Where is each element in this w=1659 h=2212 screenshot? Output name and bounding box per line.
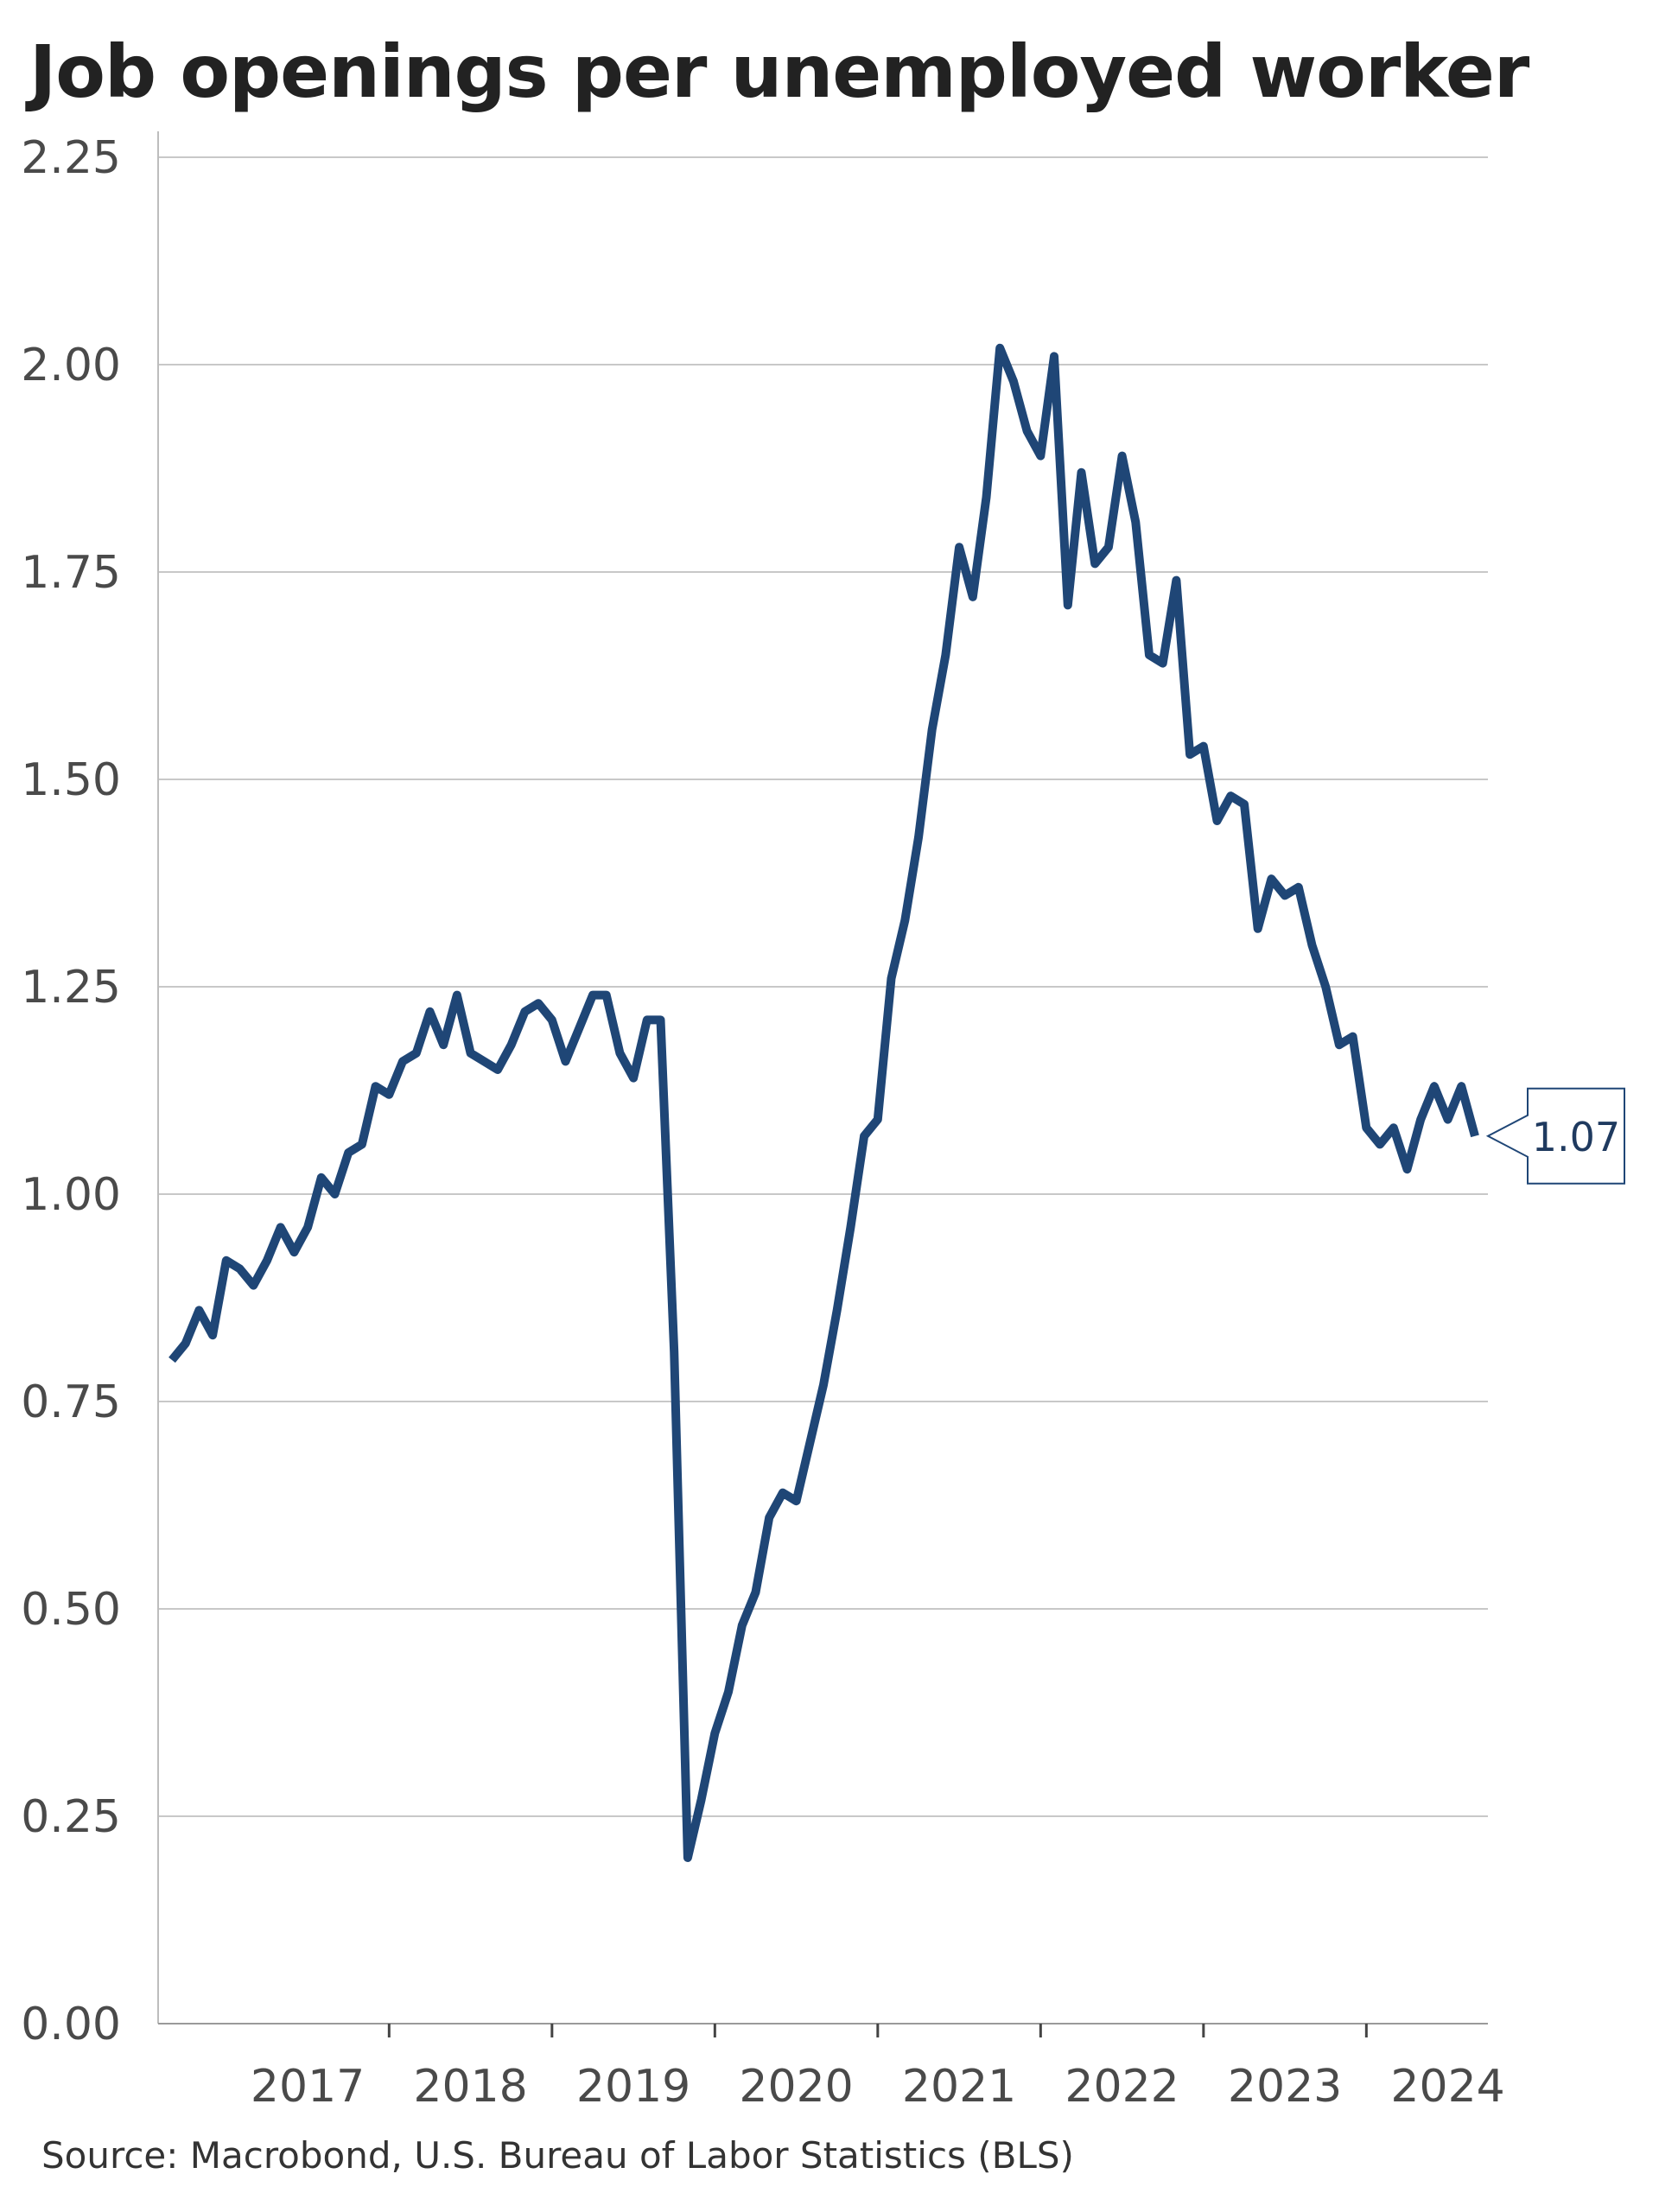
- y-tick-label: 1.75: [21, 547, 121, 599]
- y-tick-label: 2.25: [21, 132, 121, 184]
- chart-title: Job openings per unemployed worker: [29, 29, 1529, 114]
- x-tick-label: 2018: [413, 2061, 527, 2113]
- y-tick-label: 1.50: [21, 754, 121, 806]
- x-tick-label: 2017: [251, 2061, 365, 2113]
- y-tick-labels: 0.00 0.25 0.50 0.75 1.00 1.25 1.50 1.75 2.00 2.25: [21, 132, 121, 2050]
- y-tick-label: 1.00: [21, 1169, 121, 1221]
- source-note: Source: Macrobond, U.S. Bureau of Labor …: [41, 2134, 1074, 2177]
- x-tick-label: 2020: [739, 2061, 853, 2113]
- series-line: [168, 343, 1479, 1862]
- last-value-callout: 1.07: [1485, 1087, 1625, 1185]
- y-tick-label: 0.25: [21, 1791, 121, 1843]
- y-tick-label: 2.00: [21, 340, 121, 391]
- axes: [157, 131, 1488, 2037]
- series-layer: [168, 343, 1479, 1862]
- x-tick-label: 2024: [1390, 2061, 1504, 2113]
- x-tick-label: 2022: [1065, 2061, 1179, 2113]
- y-tick-label: 0.50: [21, 1584, 121, 1636]
- last-value-label: 1.07: [1532, 1114, 1620, 1160]
- y-tick-label: 0.75: [21, 1376, 121, 1428]
- y-tick-label: 0.00: [21, 1999, 121, 2050]
- x-tick-labels: 2017 2018 2019 2020 2021 2022 2023 2024: [251, 2061, 1505, 2113]
- x-tick-label: 2021: [902, 2061, 1016, 2113]
- callout-box: [1485, 1087, 1625, 1185]
- x-tick-label: 2023: [1228, 2061, 1342, 2113]
- x-tick-label: 2019: [576, 2061, 690, 2113]
- y-tick-label: 1.25: [21, 962, 121, 1014]
- gridlines: [158, 156, 1488, 1817]
